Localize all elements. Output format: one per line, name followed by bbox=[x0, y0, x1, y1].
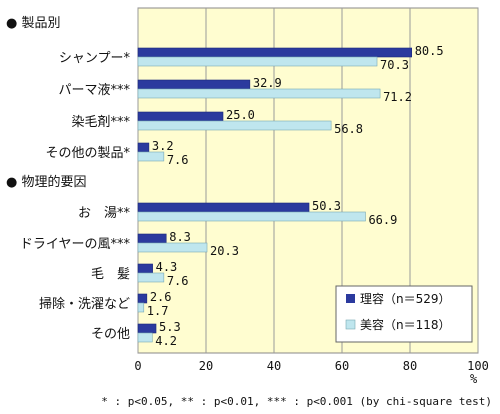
data-label-series-1: 4.3 bbox=[156, 260, 178, 274]
data-label-series-2: 66.9 bbox=[368, 213, 397, 227]
bar-series-2 bbox=[137, 56, 378, 67]
bar-series-1 bbox=[137, 233, 167, 244]
x-tick-labels: 0 20 40 60 80 100 bbox=[134, 359, 488, 373]
section-labels: ● 製品別 ● 物理的要因 bbox=[6, 16, 86, 190]
legend-box bbox=[335, 285, 473, 343]
bars bbox=[137, 47, 413, 343]
data-label-series-2: 71.2 bbox=[383, 90, 412, 104]
bar-series-1 bbox=[137, 293, 148, 304]
x-tick-label: 20 bbox=[199, 359, 213, 373]
footnote: * : p<0.05, ** : p<0.01, *** : p<0.001 (… bbox=[101, 395, 492, 408]
data-label-series-2: 20.3 bbox=[210, 244, 239, 258]
category-label: パーマ液*** bbox=[58, 83, 130, 98]
bar-series-2 bbox=[137, 302, 145, 313]
bar-series-2 bbox=[137, 242, 208, 253]
category-label: 毛 髪 bbox=[91, 267, 130, 282]
x-tick-label: 100 bbox=[467, 359, 489, 373]
x-tick-label: 40 bbox=[267, 359, 281, 373]
data-label-series-2: 1.7 bbox=[147, 304, 169, 318]
bar-series-1 bbox=[137, 323, 157, 334]
bar-series-2 bbox=[137, 88, 381, 99]
category-label: その他の製品* bbox=[45, 146, 130, 161]
bar-series-2 bbox=[137, 272, 165, 283]
data-label-series-2: 4.2 bbox=[155, 334, 177, 348]
bar-series-1 bbox=[137, 202, 310, 213]
category-label: お 湯** bbox=[78, 206, 131, 221]
bar-series-1 bbox=[137, 142, 150, 153]
data-label-series-1: 8.3 bbox=[169, 230, 191, 244]
x-tick-label: 0 bbox=[134, 359, 141, 373]
category-label: 染毛剤*** bbox=[71, 114, 130, 130]
data-label-series-1: 80.5 bbox=[415, 44, 444, 58]
legend-swatch-series-1 bbox=[346, 294, 355, 303]
section-title: ● 物理的要因 bbox=[6, 174, 86, 190]
x-tick-label: 80 bbox=[403, 359, 417, 373]
bar-series-1 bbox=[137, 263, 153, 274]
category-label: ドライヤーの風*** bbox=[20, 237, 131, 252]
category-label: その他 bbox=[91, 327, 130, 342]
legend-label-series-1: 理容（n＝529） bbox=[360, 291, 451, 306]
data-label-series-2: 70.3 bbox=[380, 58, 409, 72]
bar-series-2 bbox=[137, 120, 332, 131]
x-unit-label: % bbox=[470, 372, 478, 386]
value-labels: 80.570.332.971.225.056.83.27.650.366.98.… bbox=[147, 44, 444, 348]
data-label-series-1: 5.3 bbox=[159, 320, 181, 334]
data-label-series-1: 3.2 bbox=[152, 139, 174, 153]
bar-series-1 bbox=[137, 111, 224, 122]
bar-series-2 bbox=[137, 151, 165, 162]
category-labels: シャンプー* パーマ液*** 染毛剤*** その他の製品* お 湯** ドライヤーの風**… bbox=[20, 51, 131, 342]
data-label-series-2: 7.6 bbox=[167, 274, 189, 288]
data-label-series-1: 50.3 bbox=[312, 199, 341, 213]
x-tick-label: 60 bbox=[335, 359, 349, 373]
data-label-series-1: 25.0 bbox=[226, 108, 255, 122]
category-label: シャンプー* bbox=[59, 51, 131, 66]
data-label-series-2: 56.8 bbox=[334, 122, 363, 136]
section-title: ● 製品別 bbox=[6, 16, 60, 31]
bar-series-1 bbox=[137, 79, 251, 90]
legend-label-series-2: 美容（n＝118） bbox=[360, 317, 451, 332]
legend-swatch-series-2 bbox=[345, 319, 356, 330]
data-label-series-1: 2.6 bbox=[150, 290, 172, 304]
bar-series-1 bbox=[137, 47, 413, 58]
data-label-series-1: 32.9 bbox=[253, 76, 282, 90]
category-label: 掃除・洗濯など bbox=[39, 296, 130, 312]
data-label-series-2: 7.6 bbox=[167, 153, 189, 167]
legend: 理容（n＝529） 美容（n＝118） bbox=[335, 285, 473, 343]
bar-series-2 bbox=[137, 332, 153, 343]
bar-series-2 bbox=[137, 211, 366, 222]
